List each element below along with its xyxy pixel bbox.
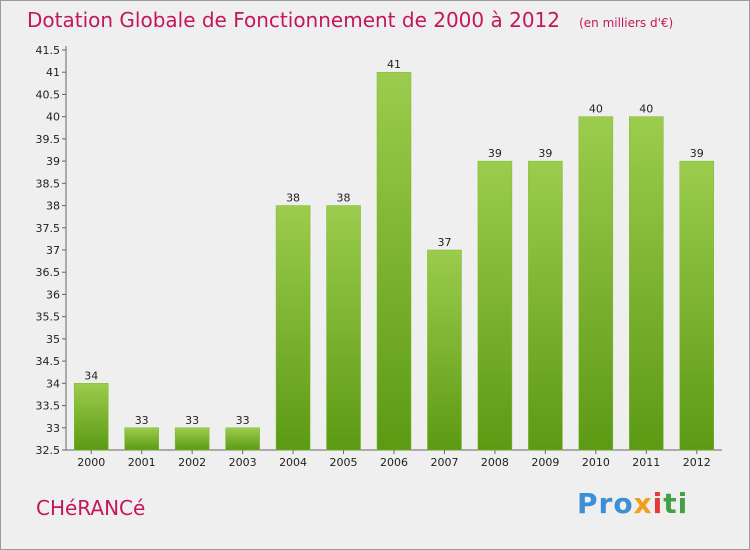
y-tick-label: 41.5: [36, 44, 61, 57]
y-tick-label: 36: [46, 288, 60, 301]
y-tick-label: 37.5: [36, 222, 61, 235]
x-tick-label: 2005: [330, 456, 358, 469]
x-tick-label: 2006: [380, 456, 408, 469]
x-tick-label: 2011: [632, 456, 660, 469]
logo-part-1: Pro: [577, 487, 634, 520]
bar-2001: [124, 427, 159, 451]
bar-2006: [376, 71, 412, 451]
data-label: 39: [488, 147, 502, 160]
bar-2012: [679, 160, 715, 451]
y-tick-label: 41: [46, 66, 60, 79]
proxiti-logo: Proxiti: [577, 487, 688, 520]
chart-labels: 2000 34 2001 33 2002 33 2003 33 2004 38 2005 38 2006…: [77, 58, 711, 469]
x-tick-label: 2010: [582, 456, 610, 469]
data-label: 33: [135, 414, 149, 427]
data-label: 40: [639, 103, 653, 116]
y-tick-label: 40.5: [36, 88, 61, 101]
bar-2008: [477, 160, 513, 451]
y-tick-label: 35: [46, 333, 60, 346]
y-tick-label: 39: [46, 155, 60, 168]
logo-part-3: i: [652, 487, 664, 520]
bar-2011: [629, 116, 664, 451]
data-label: 34: [84, 369, 98, 382]
x-tick-label: 2004: [279, 456, 307, 469]
bar-2007: [427, 249, 462, 451]
x-tick-label: 2008: [481, 456, 509, 469]
y-tick-label: 38.5: [36, 177, 61, 190]
y-tick-label: 40: [46, 111, 60, 124]
bar-2010: [578, 116, 614, 451]
x-tick-label: 2002: [178, 456, 206, 469]
y-tick-label: 33: [46, 422, 60, 435]
y-tick-label: 35.5: [36, 311, 61, 324]
data-label: 37: [437, 236, 451, 249]
x-tick-label: 2003: [229, 456, 257, 469]
bar-2003: [225, 427, 260, 451]
logo-part-4: ti: [663, 487, 689, 520]
y-tick-label: 38: [46, 200, 60, 213]
chart-title: Dotation Globale de Fonctionnement de 20…: [27, 8, 673, 32]
x-tick-label: 2009: [531, 456, 559, 469]
chart-unit: (en milliers d'€): [579, 16, 674, 30]
bar-2004: [275, 205, 311, 451]
data-label: 38: [286, 192, 300, 205]
x-tick-label: 2012: [683, 456, 711, 469]
data-label: 41: [387, 58, 401, 71]
data-label: 39: [690, 147, 704, 160]
y-tick-label: 33.5: [36, 400, 61, 413]
x-tick-label: 2001: [128, 456, 156, 469]
bar-2009: [528, 160, 563, 451]
bar-2002: [174, 427, 210, 451]
commune-name: CHéRANCé: [36, 496, 146, 520]
y-tick-label: 32.5: [36, 444, 61, 457]
data-label: 33: [236, 414, 250, 427]
logo-part-2: x: [633, 487, 653, 520]
y-tick-label: 34.5: [36, 355, 61, 368]
data-label: 33: [185, 414, 199, 427]
y-tick-label: 34: [46, 377, 60, 390]
x-tick-label: 2000: [77, 456, 105, 469]
chart-bars: [73, 71, 715, 451]
x-tick-label: 2007: [430, 456, 458, 469]
chart-title-text: Dotation Globale de Fonctionnement de 20…: [27, 8, 560, 32]
data-label: 40: [589, 103, 603, 116]
bar-2005: [326, 205, 361, 451]
y-tick-label: 36.5: [36, 266, 61, 279]
data-label: 38: [337, 192, 351, 205]
data-label: 39: [538, 147, 552, 160]
y-tick-label: 39.5: [36, 133, 61, 146]
bar-2000: [73, 383, 109, 451]
y-tick-label: 37: [46, 244, 60, 257]
